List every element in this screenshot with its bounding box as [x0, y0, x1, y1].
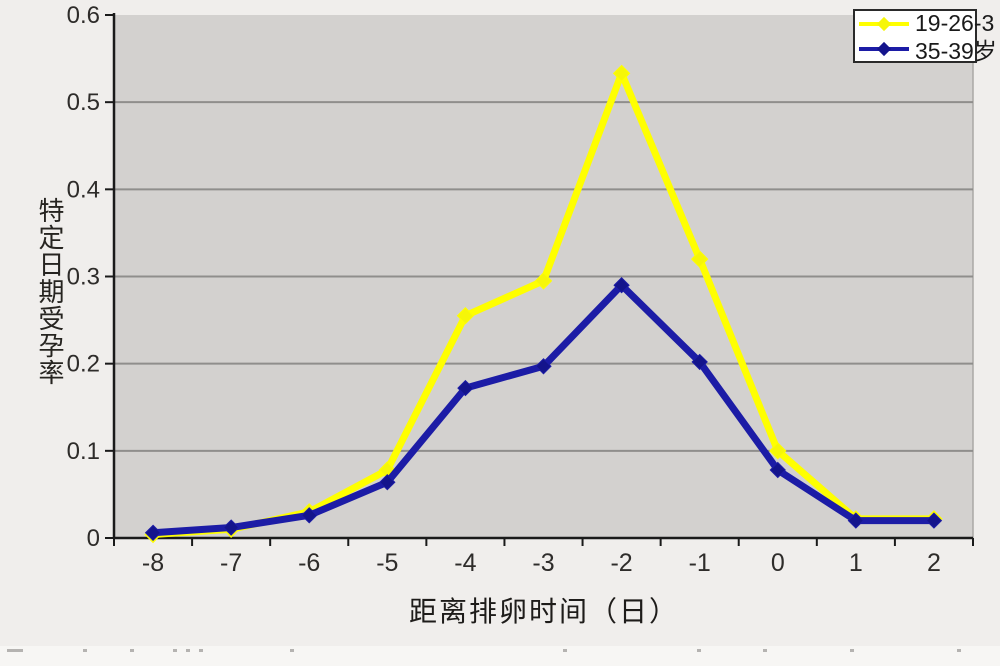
legend-label: 19-26-3: [915, 10, 995, 36]
x-axis-title: 距离排卵时间（日）: [408, 597, 679, 628]
data-point-marker: [222, 519, 240, 536]
x-tick-label: -6: [298, 549, 320, 577]
data-point-marker: [690, 250, 709, 268]
cropped-text-fragment: [697, 649, 701, 652]
x-tick-label: 0: [771, 549, 785, 577]
cropped-text-fragment: [199, 649, 203, 652]
data-point-marker: [691, 353, 708, 371]
cropped-text-fragment: [130, 649, 134, 652]
data-point-marker: [301, 507, 318, 524]
data-point-marker: [456, 307, 475, 325]
data-point-marker: [612, 64, 631, 83]
y-tick-label: 0.6: [67, 2, 100, 29]
x-tick-label: -8: [142, 549, 164, 577]
x-tick-label: 1: [849, 549, 863, 577]
cropped-text-fragment: [173, 649, 177, 652]
legend-swatch-blue-line-icon: [859, 41, 909, 56]
cropped-text-fragment: [7, 649, 23, 652]
cropped-text-fragment: [957, 649, 961, 652]
legend-item-age-19-26: 19-26-3: [859, 10, 994, 36]
data-point-marker: [535, 358, 552, 375]
data-point-marker: [534, 272, 553, 290]
legend: 19-26-3 35-39岁: [853, 9, 997, 64]
data-point-marker: [769, 442, 787, 460]
legend-label: 35-39岁: [915, 37, 997, 64]
y-tick-label: 0.2: [67, 351, 100, 378]
cropped-text-fragment: [290, 649, 294, 652]
y-tick-label: 0: [87, 525, 100, 552]
x-tick-label: -5: [376, 549, 398, 577]
x-tick-label: -4: [454, 549, 476, 577]
data-point-marker: [925, 512, 943, 529]
data-point-marker: [847, 512, 865, 529]
legend-item-age-35-39: 35-39岁: [859, 37, 997, 64]
cropped-text-fragment: [186, 649, 190, 652]
cropped-text-fragment: [763, 649, 767, 652]
y-tick-label: 0.4: [67, 176, 100, 203]
y-tick-label: 0.3: [67, 264, 100, 291]
y-tick-label: 0.5: [67, 89, 100, 116]
cropped-text-fragment: [83, 649, 87, 652]
y-axis-title: 特定日期受孕率: [35, 196, 64, 386]
data-point-marker: [613, 277, 630, 294]
cropped-text-fragment: [563, 649, 567, 652]
data-point-marker: [769, 461, 786, 479]
data-point-marker: [457, 379, 474, 397]
data-point-marker: [379, 474, 396, 491]
y-tick-label: 0.1: [67, 438, 100, 465]
x-tick-label: -2: [610, 549, 632, 577]
cropped-text-fragment: [850, 649, 854, 652]
legend-swatch-yellow-line-icon: [859, 16, 909, 31]
x-tick-label: -7: [220, 549, 242, 577]
x-tick-label: -3: [532, 549, 554, 577]
x-tick-label: 2: [927, 549, 941, 577]
x-tick-label: -1: [689, 549, 711, 577]
cropped-caption-strip: [0, 646, 1000, 666]
data-point-marker: [144, 524, 162, 541]
